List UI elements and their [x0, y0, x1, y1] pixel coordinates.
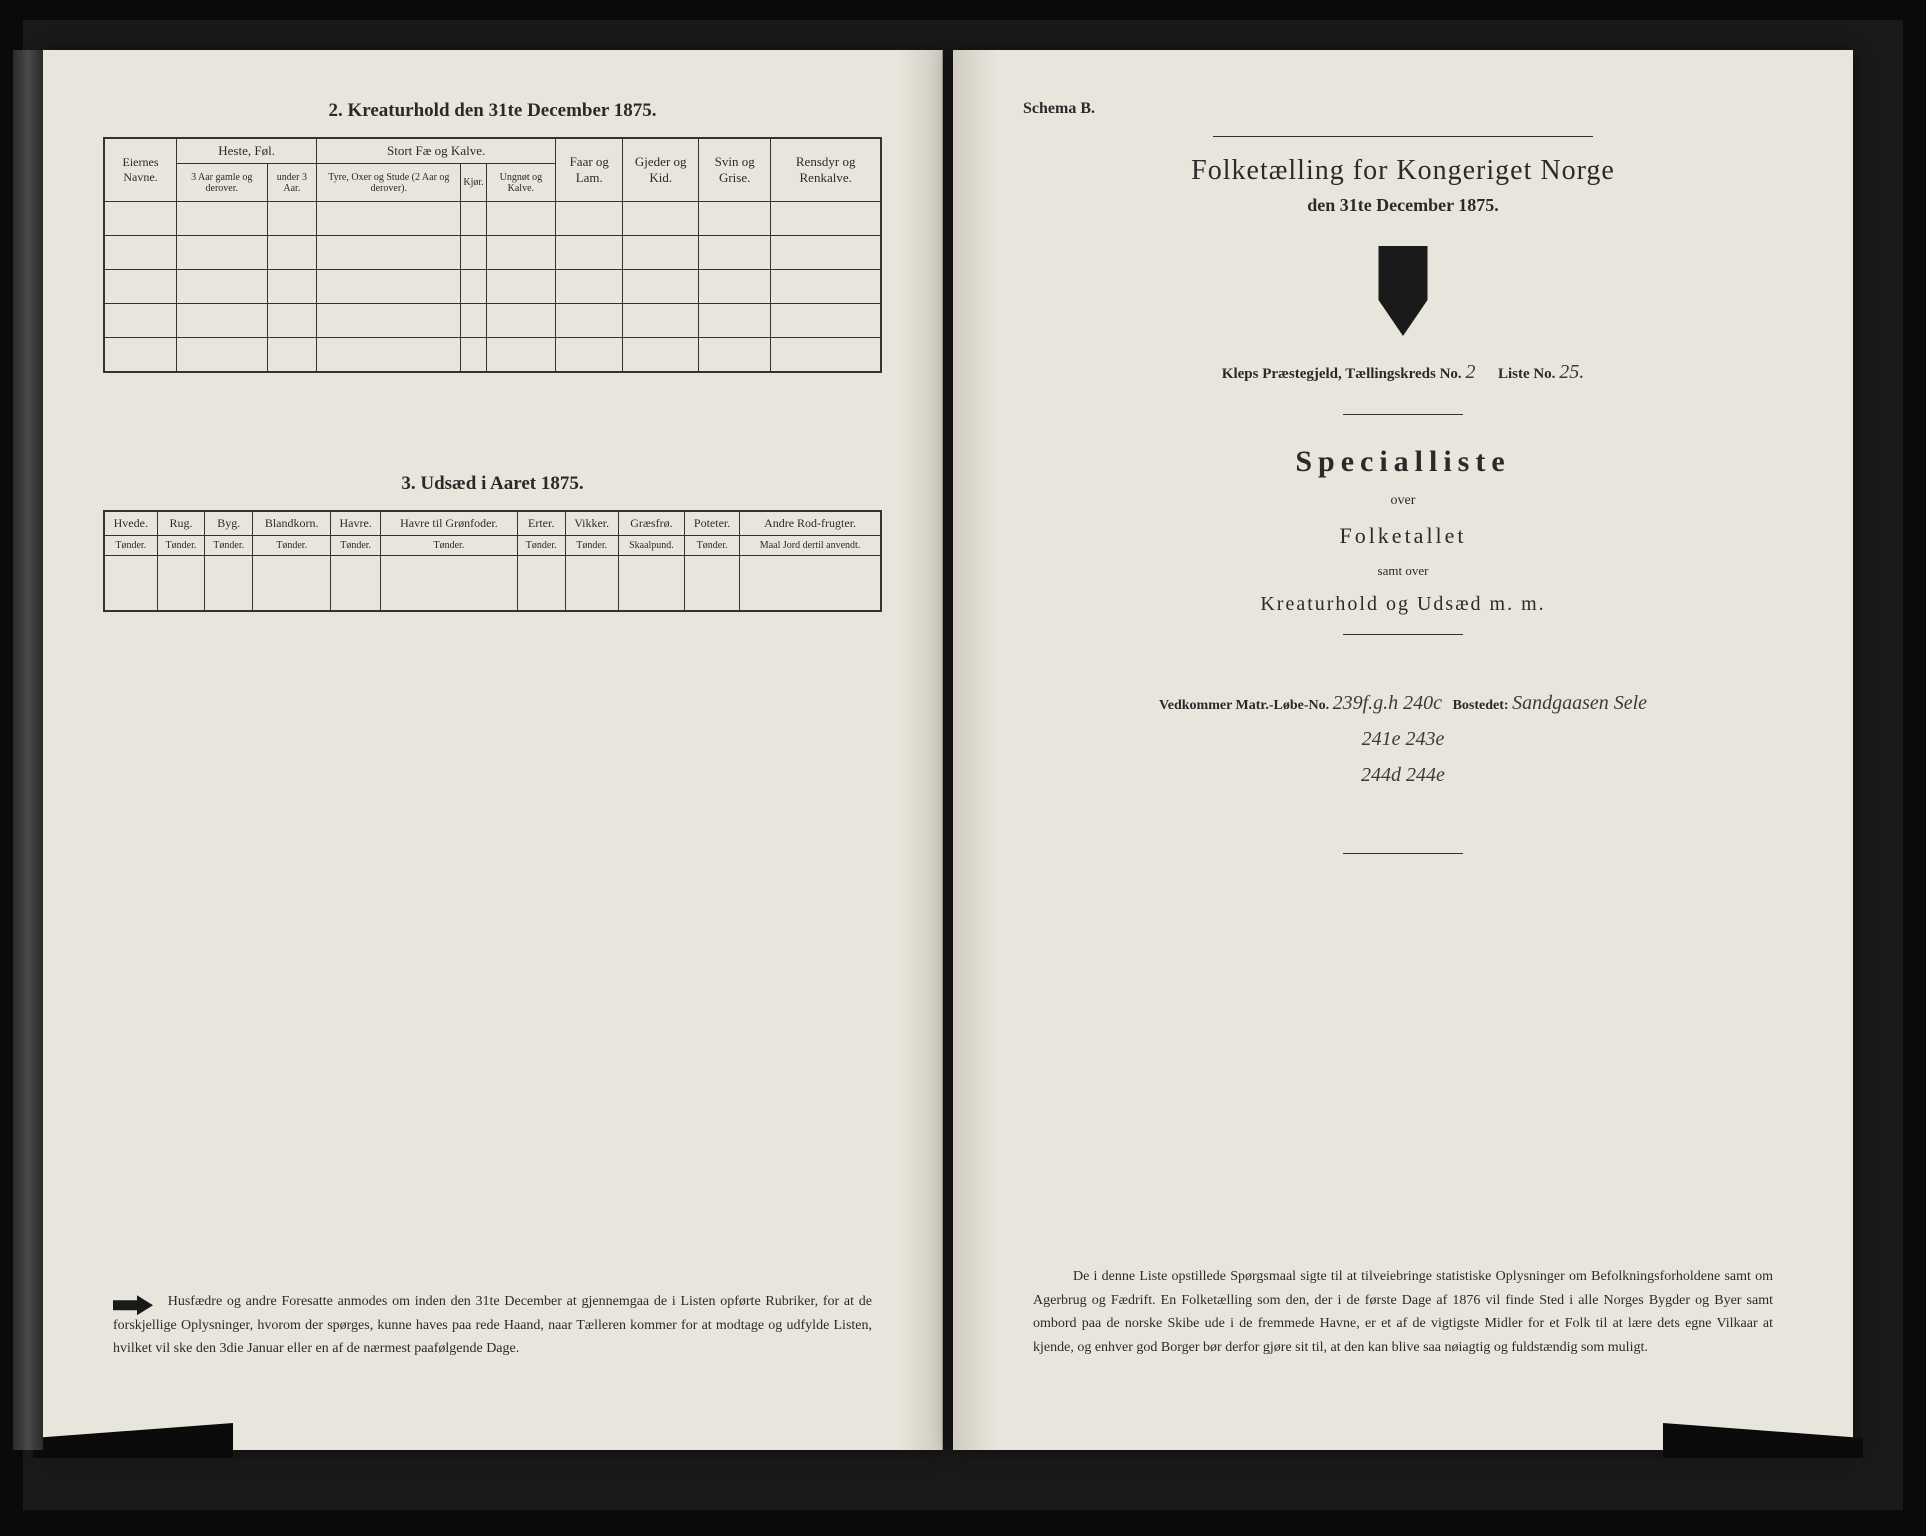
- col-andre: Andre Rod-frugter.: [740, 511, 881, 536]
- table-row: [104, 304, 881, 338]
- col-vikker: Vikker.: [565, 511, 618, 536]
- section2-title: 2. Kreaturhold den 31te December 1875.: [103, 100, 882, 122]
- district-line: Kleps Præstegjeld, Tællingskreds No. 2 L…: [1013, 361, 1793, 384]
- census-title: Folketælling for Kongeriget Norge: [1013, 155, 1793, 187]
- unit: Maal Jord dertil anvendt.: [740, 535, 881, 555]
- section3-title: 3. Udsæd i Aaret 1875.: [103, 473, 882, 495]
- unit: Tønder.: [205, 535, 253, 555]
- col-owner: Eiernes Navne.: [104, 138, 176, 202]
- samt-over-label: samt over: [1013, 563, 1793, 579]
- coat-of-arms-icon: [1368, 246, 1438, 336]
- sub-fae1: Tyre, Oxer og Stude (2 Aar og derover).: [317, 164, 461, 202]
- unit: Tønder.: [157, 535, 205, 555]
- left-page: 2. Kreaturhold den 31te December 1875. E…: [43, 50, 943, 1450]
- schema-label: Schema B.: [1023, 100, 1793, 118]
- grp-rensdyr: Rensdyr og Renkalve.: [771, 138, 881, 202]
- district-prefix: Kleps Præstegjeld, Tællingskreds No.: [1222, 366, 1462, 382]
- sub-heste2: under 3 Aar.: [267, 164, 317, 202]
- grp-heste: Heste, Føl.: [176, 138, 316, 164]
- folketallet-heading: Folketallet: [1013, 523, 1793, 549]
- col-graesfro: Græsfrø.: [618, 511, 684, 536]
- unit: Tønder.: [565, 535, 618, 555]
- right-footnote: De i denne Liste opstillede Spørgsmaal s…: [1033, 1265, 1773, 1360]
- left-footnote: Husfædre og andre Foresatte anmodes om i…: [113, 1291, 872, 1360]
- edge-shadow: [33, 1408, 233, 1458]
- table-row: [104, 236, 881, 270]
- sub-fae3: Ungnøt og Kalve.: [486, 164, 555, 202]
- unit: Tønder.: [331, 535, 381, 555]
- census-date: den 31te December 1875.: [1013, 195, 1793, 216]
- sub-fae2: Kjør.: [461, 164, 486, 202]
- matr-nos2: 241e 243e: [1362, 728, 1445, 750]
- col-erter: Erter.: [517, 511, 565, 536]
- divider: [1343, 634, 1463, 635]
- col-havregr: Havre til Grønfoder.: [381, 511, 518, 536]
- table-row: [104, 338, 881, 372]
- bostedet-label: Bostedet:: [1453, 698, 1509, 713]
- sub-heste1: 3 Aar gamle og derover.: [176, 164, 267, 202]
- liste-no: 25.: [1559, 361, 1584, 383]
- sowing-table: Hvede. Rug. Byg. Blandkorn. Havre. Havre…: [103, 510, 882, 613]
- grp-fae: Stort Fæ og Kalve.: [317, 138, 556, 164]
- specialliste-heading: Specialliste: [1013, 445, 1793, 479]
- kreatur-heading: Kreaturhold og Udsæd m. m.: [1013, 593, 1793, 616]
- col-blandkorn: Blandkorn.: [253, 511, 331, 536]
- bostedet-value: Sandgaasen Sele: [1512, 692, 1647, 714]
- matr-nos1: 239f.g.h 240c: [1333, 692, 1442, 714]
- matr-line: Vedkommer Matr.-Løbe-No. 239f.g.h 240c B…: [1013, 685, 1793, 793]
- book-spread: 2. Kreaturhold den 31te December 1875. E…: [23, 20, 1903, 1510]
- table-row: [104, 270, 881, 304]
- unit: Tønder.: [685, 535, 740, 555]
- col-havre: Havre.: [331, 511, 381, 536]
- grp-svin: Svin og Grise.: [698, 138, 770, 202]
- edge-shadow: [1663, 1408, 1863, 1458]
- district-no: 2: [1465, 361, 1475, 383]
- liste-label: Liste No.: [1498, 366, 1556, 382]
- spacer: [103, 373, 882, 473]
- divider: [1343, 853, 1463, 854]
- grp-gjeder: Gjeder og Kid.: [623, 138, 698, 202]
- pointing-hand-icon: [113, 1295, 153, 1315]
- divider: [1343, 414, 1463, 415]
- grp-faar: Faar og Lam.: [556, 138, 623, 202]
- matr-nos3: 244d 244e: [1361, 764, 1445, 786]
- unit: Tønder.: [104, 535, 157, 555]
- col-rug: Rug.: [157, 511, 205, 536]
- over-label: over: [1013, 493, 1793, 509]
- right-page: Schema B. Folketælling for Kongeriget No…: [953, 50, 1853, 1450]
- unit: Skaalpund.: [618, 535, 684, 555]
- col-byg: Byg.: [205, 511, 253, 536]
- unit: Tønder.: [253, 535, 331, 555]
- unit: Tønder.: [517, 535, 565, 555]
- matr-prefix: Vedkommer Matr.-Løbe-No.: [1159, 698, 1329, 713]
- divider: [1213, 136, 1593, 137]
- table-row: [104, 202, 881, 236]
- table-row: [104, 555, 881, 611]
- binding-edge: [13, 50, 43, 1450]
- footnote-text: Husfædre og andre Foresatte anmodes om i…: [113, 1294, 872, 1355]
- col-hvede: Hvede.: [104, 511, 157, 536]
- unit: Tønder.: [381, 535, 518, 555]
- col-poteter: Poteter.: [685, 511, 740, 536]
- livestock-table: Eiernes Navne. Heste, Føl. Stort Fæ og K…: [103, 137, 882, 373]
